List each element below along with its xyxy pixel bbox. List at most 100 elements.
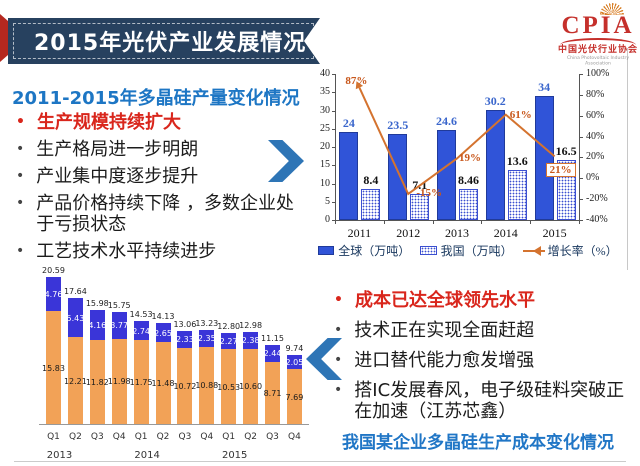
year-label-2014: 2014 bbox=[134, 450, 160, 461]
x-axis-tick bbox=[335, 220, 336, 224]
segment-orange-11 bbox=[265, 361, 280, 424]
segment-blue-3 bbox=[89, 310, 105, 340]
total-label-4: 15.75 bbox=[107, 300, 131, 310]
left-axis-tick-label: 40 bbox=[320, 68, 330, 79]
bottom-axis-line bbox=[335, 220, 580, 221]
legend-swatch-china bbox=[420, 246, 437, 255]
label-china-2015: 16.5 bbox=[555, 143, 577, 158]
q-label-2: Q2 bbox=[68, 432, 82, 442]
bar-global-2015 bbox=[534, 95, 554, 220]
segment-blue-6 bbox=[155, 323, 171, 343]
growth-line-arrowhead bbox=[355, 81, 364, 90]
right-axis-tick bbox=[580, 74, 583, 75]
total-label-5: 14.53 bbox=[129, 309, 153, 319]
x-category-2014: 2014 bbox=[493, 226, 518, 240]
label-growth-2014: 61% bbox=[509, 108, 532, 121]
total-label-12: 9.74 bbox=[285, 343, 304, 353]
logo-org-name-en: China Photovoltaic Industry Association bbox=[567, 55, 629, 67]
blue-label-12: 2.05 bbox=[285, 357, 304, 367]
label-china-2013: 8.46 bbox=[458, 173, 479, 188]
cpia-logo: CPIA 中国光伏行业协会 China Photovoltaic Industr… bbox=[556, 3, 640, 66]
bar-china-2011 bbox=[361, 189, 381, 220]
left-bullet-list: 生产规模持续扩大 生产格局进一步明朗 产业集中度逐步提升 产品价格持续下降 ，多… bbox=[16, 112, 308, 262]
label-growth-2015: 21% bbox=[545, 163, 576, 178]
label-growth-2013: 19% bbox=[459, 152, 481, 165]
stacked-plot: 20.59 4.76 15.83 Q1 17.64 5.43 12.21 Q2 15.98 4.1… bbox=[6, 266, 320, 464]
legend-item-china: 我国（万吨） bbox=[420, 242, 513, 259]
label-global-2011: 24 bbox=[342, 116, 355, 131]
total-label-2: 17.64 bbox=[63, 287, 87, 297]
right-axis-tick bbox=[580, 220, 583, 221]
total-label-10: 12.98 bbox=[239, 320, 263, 330]
orange-label-5: 11.75 bbox=[129, 378, 153, 388]
total-label-8: 13.23 bbox=[195, 318, 219, 328]
left-axis-tick bbox=[332, 183, 335, 185]
segment-blue-2 bbox=[67, 298, 83, 338]
left-bullet-1: 生产规模持续扩大 bbox=[16, 112, 308, 133]
segment-orange-3 bbox=[89, 339, 105, 424]
label-growth-2012: -15% bbox=[416, 186, 443, 199]
left-axis-tick bbox=[332, 201, 335, 203]
orange-label-6: 11.48 bbox=[151, 379, 175, 389]
q-label-11: Q3 bbox=[266, 432, 279, 442]
legend-label-growth: 增长率（%） bbox=[547, 244, 618, 258]
right-bullet-2: 技术正在实现全面赶超 bbox=[334, 320, 626, 341]
bar-china-2013 bbox=[459, 189, 478, 220]
x-category-2012: 2012 bbox=[396, 226, 421, 240]
left-axis-tick-label: 25 bbox=[320, 122, 330, 134]
segment-blue-8 bbox=[199, 329, 215, 347]
left-axis-tick bbox=[332, 74, 335, 75]
bar-global-2013 bbox=[437, 130, 456, 220]
total-label-11: 11.15 bbox=[261, 333, 284, 343]
year-label-2013: 2013 bbox=[46, 450, 73, 461]
segment-blue-9 bbox=[221, 332, 237, 350]
orange-label-10: 10.60 bbox=[239, 382, 263, 392]
segment-blue-5 bbox=[133, 320, 149, 341]
page-title: 2015年光伏产业发展情况 bbox=[34, 31, 307, 56]
left-axis-tick bbox=[332, 128, 335, 130]
segment-orange-8 bbox=[199, 346, 215, 424]
label-global-2012: 23.5 bbox=[387, 118, 409, 133]
q-label-4: Q4 bbox=[112, 432, 126, 442]
right-axis-tick-label: 40% bbox=[586, 130, 605, 142]
right-bullet-4: 搭IC发展春风，电子级硅料突破正在加速（江苏芯鑫） bbox=[334, 380, 626, 422]
segment-blue-4 bbox=[111, 311, 127, 339]
left-axis-tick-label: 10 bbox=[320, 177, 330, 189]
right-axis-tick bbox=[580, 94, 583, 96]
blue-label-6: 2.65 bbox=[154, 328, 172, 338]
orange-label-12: 7.69 bbox=[285, 392, 304, 402]
segment-orange-6 bbox=[155, 342, 171, 424]
segment-orange-12 bbox=[286, 369, 302, 424]
left-axis-tick-label: 35 bbox=[320, 86, 330, 98]
blue-label-8: 2.35 bbox=[197, 334, 216, 344]
logo-org-name-cn: 中国光伏行业协会 bbox=[557, 45, 638, 55]
right-axis-tick-label: -40% bbox=[586, 214, 608, 225]
blue-label-5: 2.74 bbox=[132, 326, 150, 336]
label-global-2015: 34 bbox=[538, 79, 551, 94]
total-label-1: 20.59 bbox=[42, 266, 65, 276]
orange-label-1: 15.83 bbox=[42, 363, 65, 373]
q-label-6: Q2 bbox=[156, 432, 170, 442]
left-axis-tick bbox=[332, 220, 335, 221]
left-bullet-4: 产品价格持续下降 ，多数企业处于亏损状态 bbox=[16, 193, 308, 235]
right-axis-line bbox=[579, 74, 580, 221]
legend-swatch-global bbox=[318, 246, 335, 255]
label-growth-2011: 87% bbox=[345, 74, 368, 87]
bottom-divider bbox=[14, 461, 626, 462]
bar-global-2012 bbox=[388, 134, 408, 220]
right-axis-tick bbox=[580, 115, 583, 117]
orange-label-4: 11.98 bbox=[107, 377, 131, 387]
left-bullet-5: 工艺技术水平持续进步 bbox=[16, 241, 308, 262]
cost-trend-chart: 20.59 4.76 15.83 Q1 17.64 5.43 12.21 Q2 15.98 4.1… bbox=[6, 266, 320, 464]
x-axis-tick bbox=[481, 220, 483, 224]
label-global-2014: 30.2 bbox=[484, 93, 506, 108]
right-bullet-list: 成本已达全球领先水平 技术正在实现全面赶超 进口替代能力愈发增强 搭IC发展春风… bbox=[334, 290, 626, 422]
right-axis-tick bbox=[580, 199, 583, 201]
blue-label-9: 2.27 bbox=[219, 336, 238, 346]
x-axis-tick bbox=[579, 220, 580, 224]
blue-label-10: 2.38 bbox=[241, 336, 260, 346]
bar-global-2014 bbox=[485, 109, 505, 220]
x-axis-tick bbox=[383, 220, 385, 224]
x-axis-tick bbox=[432, 220, 434, 224]
